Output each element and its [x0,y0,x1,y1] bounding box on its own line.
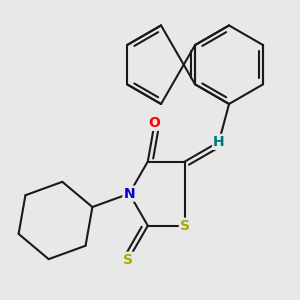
Text: S: S [123,253,133,267]
Text: N: N [124,187,135,201]
Text: S: S [180,219,190,233]
Text: O: O [149,116,161,130]
Text: H: H [213,135,225,149]
